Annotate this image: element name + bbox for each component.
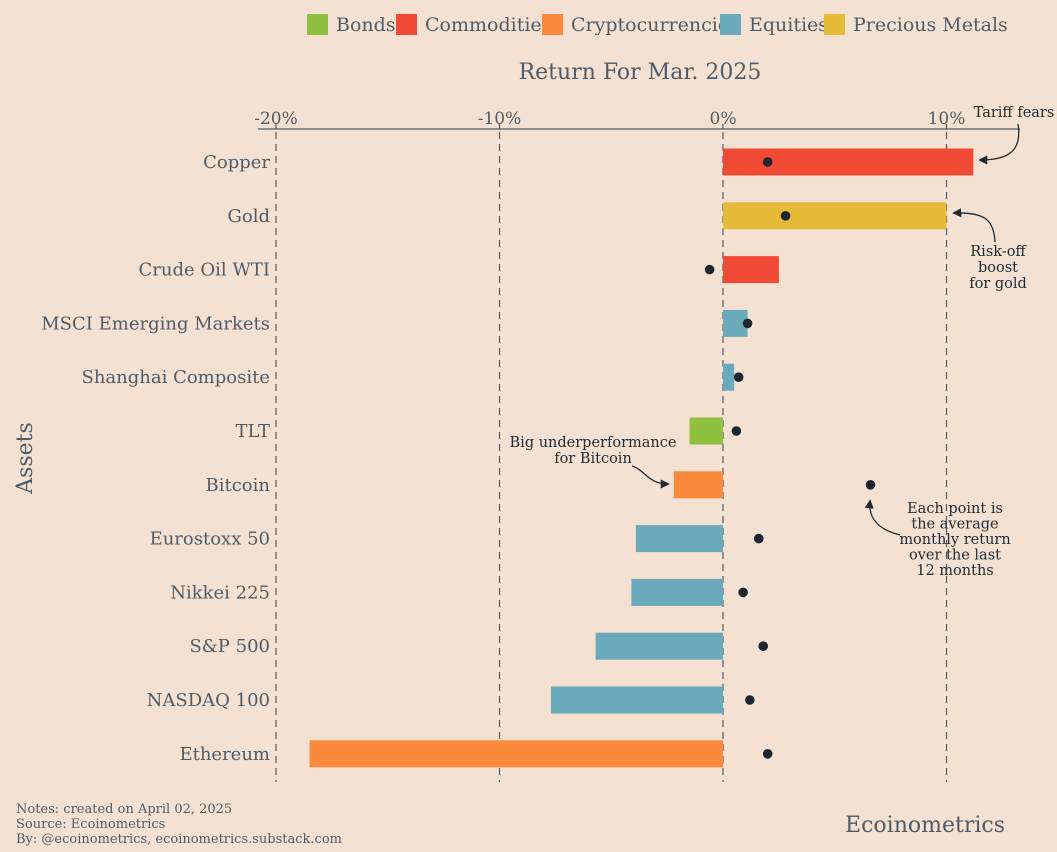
bars	[309, 148, 974, 768]
brand-label: Ecoinometrics	[845, 813, 1005, 838]
point-copper	[762, 157, 773, 167]
point-ethereum	[762, 749, 773, 759]
point-bitcoin	[865, 480, 876, 490]
point-nasdaq-100	[745, 695, 755, 705]
notes-line-1: Notes: created on April 02, 2025	[16, 802, 232, 817]
annotation-gold-line: boost	[978, 260, 1018, 276]
x-tick-label: 0%	[710, 109, 737, 129]
legend-label-bonds: Bonds	[336, 14, 396, 36]
notes-line-2: Source: Ecoinometrics	[16, 817, 165, 832]
legend-item-precious-metals: Precious Metals	[824, 14, 1008, 36]
annotation-tariff-line: Tariff fears	[974, 105, 1055, 121]
category-label-ethereum: Ethereum	[179, 744, 270, 765]
annotation-point-line: monthly return	[899, 532, 1010, 548]
annotation-bitcoin-line: for Bitcoin	[554, 451, 632, 467]
legend-item-cryptocurrencies: Cryptocurrencies	[542, 14, 739, 36]
legend-swatch-bonds	[307, 14, 328, 35]
point-nikkei-225	[738, 587, 748, 598]
point-shanghai-composite	[733, 372, 744, 383]
y-axis-title: Assets	[13, 422, 38, 495]
point-crude-oil-wti	[704, 264, 715, 275]
annotation-gold-arrow	[952, 208, 996, 243]
annotation-tariff: Tariff fears	[974, 105, 1055, 165]
annotation-point-line: the average	[911, 517, 998, 533]
point-gold	[780, 211, 791, 221]
legend-item-equities: Equities	[720, 14, 828, 36]
category-label-nikkei-225: Nikkei 225	[170, 582, 270, 603]
legend-label-equities: Equities	[749, 14, 828, 36]
legend-swatch-cryptocurrencies	[542, 14, 563, 35]
annotation-point-line: Each point is	[907, 501, 1003, 517]
x-tick-label: 10%	[928, 109, 966, 129]
annotation-tariff-arrow	[978, 123, 1020, 165]
legend-swatch-commodities	[396, 14, 417, 35]
x-tick-label: -20%	[254, 109, 298, 129]
legend-item-commodities: Commodities	[396, 14, 551, 36]
category-label-nasdaq-100: NASDAQ 100	[147, 690, 270, 711]
point-eurostoxx-50	[753, 533, 764, 544]
legend: Bonds Commodities Cryptocurrencies Equities…	[307, 14, 1008, 36]
legend-label-commodities: Commodities	[425, 14, 551, 36]
bar-copper	[723, 148, 974, 176]
annotation-gold-line: Risk-off	[970, 244, 1027, 260]
legend-label-precious-metals: Precious Metals	[853, 14, 1008, 36]
category-label-copper: Copper	[203, 152, 270, 173]
annotation-gold-line: for gold	[969, 276, 1027, 292]
annotation-point-line: over the last	[909, 548, 1001, 564]
point-tlt	[731, 426, 742, 436]
point-s-p-500	[758, 641, 769, 651]
legend-label-cryptocurrencies: Cryptocurrencies	[571, 14, 739, 36]
annotation-point-line: 12 months	[916, 563, 993, 579]
bar-gold	[723, 202, 947, 230]
bar-nasdaq-100	[550, 686, 723, 714]
x-tick-label: -10%	[478, 109, 522, 129]
points	[704, 157, 876, 759]
category-label-msci-emerging-markets: MSCI Emerging Markets	[41, 313, 270, 334]
category-label-tlt: TLT	[236, 421, 271, 442]
annotation-bitcoin-arrow	[631, 465, 670, 489]
bar-eurostoxx-50	[635, 525, 723, 553]
category-label-shanghai-composite: Shanghai Composite	[82, 367, 271, 388]
bar-nikkei-225	[631, 578, 723, 606]
category-label-s-p-500: S&P 500	[189, 636, 270, 657]
category-label-gold: Gold	[228, 206, 271, 227]
notes-line-3: By: @ecoinometrics, ecoinometrics.substa…	[16, 832, 342, 847]
chart-title: Return For Mar. 2025	[519, 60, 762, 85]
legend-swatch-precious-metals	[824, 14, 845, 35]
bar-tlt	[689, 417, 723, 445]
bar-shanghai-composite	[723, 363, 735, 391]
bar-bitcoin	[673, 471, 723, 499]
annotation-bitcoin-line: Big underperformance	[510, 435, 677, 451]
category-label-bitcoin: Bitcoin	[206, 475, 271, 496]
annotation-point-arrow	[864, 499, 901, 536]
bar-crude-oil-wti	[723, 256, 779, 284]
category-label-eurostoxx-50: Eurostoxx 50	[150, 529, 270, 550]
bar-ethereum	[309, 740, 723, 768]
gridlines	[275, 132, 948, 782]
bar-s-p-500	[595, 632, 723, 660]
category-label-crude-oil-wti: Crude Oil WTI	[139, 260, 270, 281]
legend-swatch-equities	[720, 14, 741, 35]
point-msci-emerging-markets	[742, 318, 753, 329]
x-axis: -20% -10% 0% 10%	[254, 109, 1020, 130]
category-labels: Copper Gold Crude Oil WTI MSCI Emerging Mar…	[41, 152, 270, 765]
legend-item-bonds: Bonds	[307, 14, 396, 36]
